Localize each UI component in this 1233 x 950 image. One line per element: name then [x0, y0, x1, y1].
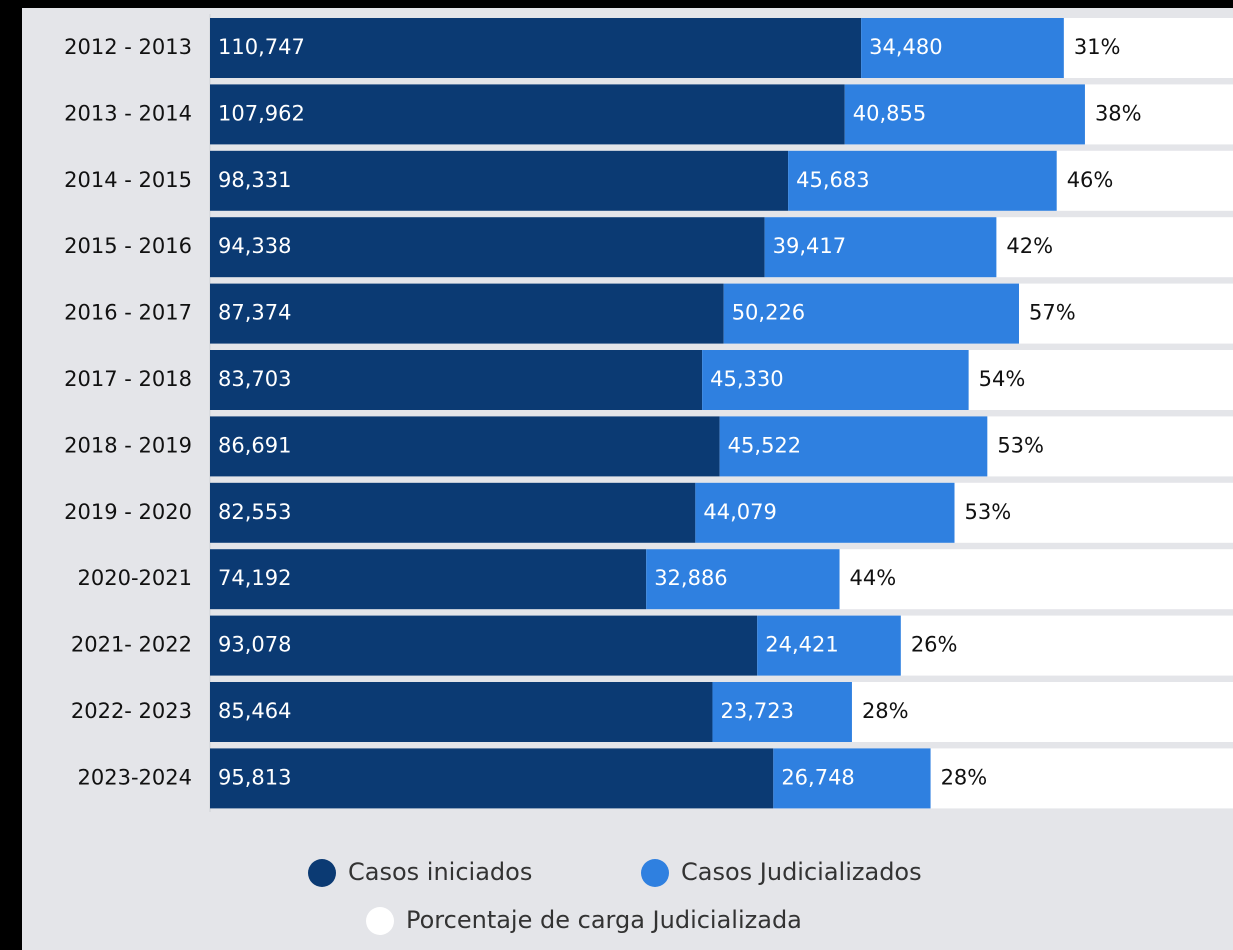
bar-segment: [788, 150, 1057, 211]
legend-label: Porcentaje de carga Judicializada: [406, 906, 802, 934]
data-label: 42%: [1006, 234, 1053, 258]
data-label: 94,338: [218, 234, 291, 258]
data-label: 40,855: [853, 101, 926, 125]
data-label: 82,553: [218, 500, 291, 524]
bar-segment: [757, 615, 901, 676]
data-label: 86,691: [218, 433, 291, 457]
data-label: 54%: [979, 367, 1026, 391]
y-tick-label: 2020-2021: [78, 566, 192, 590]
chart-background: [22, 8, 1233, 950]
data-label: 26,748: [781, 765, 854, 789]
bar-segment: [764, 217, 997, 278]
y-tick-label: 2018 - 2019: [64, 433, 192, 457]
bar-segment: [719, 416, 988, 477]
y-tick-label: 2023-2024: [78, 765, 192, 789]
data-label: 34,480: [869, 35, 942, 59]
bar-segment: [844, 84, 1085, 145]
bar-segment: [773, 748, 931, 809]
data-label: 32,886: [654, 566, 727, 590]
y-tick-label: 2012 - 2013: [64, 35, 192, 59]
legend-label: Casos Judicializados: [681, 858, 922, 886]
bar-segment: [210, 217, 765, 278]
bar-segment: [210, 416, 720, 477]
data-label: 45,522: [728, 433, 801, 457]
bar-segment: [723, 283, 1019, 344]
data-label: 50,226: [732, 301, 805, 325]
y-tick-label: 2019 - 2020: [64, 500, 192, 524]
bar-segment: [646, 549, 840, 610]
y-tick-label: 2022- 2023: [71, 699, 192, 723]
bar-segment: [210, 84, 845, 145]
data-label: 107,962: [218, 101, 305, 125]
bar-segment: [210, 18, 862, 78]
data-label: 28%: [941, 765, 988, 789]
data-label: 95,813: [218, 765, 291, 789]
bar-segment: [210, 748, 774, 809]
legend-swatch: [366, 907, 394, 935]
bar-segment: [210, 615, 758, 676]
legend-label: Casos iniciados: [348, 858, 532, 886]
data-label: 110,747: [218, 35, 305, 59]
data-label: 45,330: [710, 367, 783, 391]
data-label: 53%: [997, 433, 1044, 457]
bar-segment: [210, 482, 696, 543]
legend-swatch: [308, 859, 336, 887]
legend-swatch: [641, 859, 669, 887]
data-label: 83,703: [218, 367, 291, 391]
y-tick-label: 2017 - 2018: [64, 367, 192, 391]
data-label: 24,421: [765, 633, 838, 657]
data-label: 31%: [1074, 35, 1121, 59]
bar-segment: [210, 549, 647, 610]
bar-segment: [210, 283, 724, 344]
data-label: 26%: [911, 633, 958, 657]
y-tick-label: 2014 - 2015: [64, 168, 192, 192]
data-label: 46%: [1067, 168, 1114, 192]
data-label: 93,078: [218, 633, 291, 657]
data-label: 98,331: [218, 168, 291, 192]
bar-segment: [712, 682, 852, 742]
data-label: 28%: [862, 699, 909, 723]
y-tick-label: 2016 - 2017: [64, 301, 192, 325]
data-label: 85,464: [218, 699, 291, 723]
data-label: 57%: [1029, 301, 1076, 325]
y-tick-label: 2015 - 2016: [64, 234, 192, 258]
bar-segment: [695, 482, 955, 543]
y-tick-label: 2013 - 2014: [64, 101, 192, 125]
data-label: 74,192: [218, 566, 291, 590]
bar-segment: [861, 18, 1064, 78]
data-label: 38%: [1095, 101, 1142, 125]
data-label: 44,079: [703, 500, 776, 524]
data-label: 23,723: [720, 699, 793, 723]
data-label: 39,417: [773, 234, 846, 258]
y-tick-label: 2021- 2022: [71, 633, 192, 657]
bar-segment: [210, 682, 713, 742]
data-label: 87,374: [218, 301, 291, 325]
bar-segment: [702, 350, 969, 410]
data-label: 53%: [965, 500, 1012, 524]
bar-segment: [210, 150, 789, 211]
bar-segment: [210, 350, 703, 410]
data-label: 45,683: [796, 168, 869, 192]
data-label: 44%: [850, 566, 897, 590]
